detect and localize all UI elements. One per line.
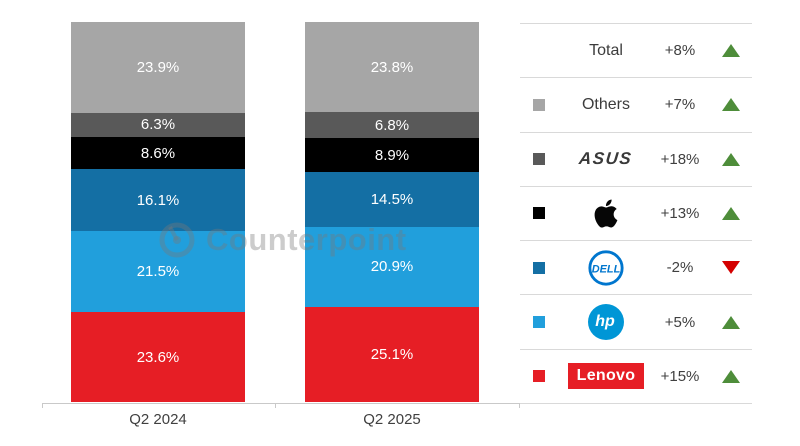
legend-row-hp: hp +5% xyxy=(520,295,752,350)
segment-value-label: 20.9% xyxy=(370,258,414,276)
legend-swatch-cell xyxy=(520,98,562,111)
asus-growth-value: +18% xyxy=(660,150,700,168)
legend-row-lenovo: Lenovo +15% xyxy=(520,350,752,404)
lenovo-color-swatch xyxy=(533,370,545,383)
hp-logo-text: hp xyxy=(595,313,615,331)
legend-row-dell: DELL -2% xyxy=(520,241,752,296)
segment-value-label: 23.8% xyxy=(370,58,414,76)
x-axis-label-q2-2025: Q2 2025 xyxy=(363,411,421,428)
bar-segment-others: 23.9% xyxy=(71,22,245,113)
segment-value-label: 23.9% xyxy=(136,58,180,76)
hp-growth-value: +5% xyxy=(664,313,696,331)
lenovo-logo: Lenovo xyxy=(568,363,644,390)
legend-row-apple: +13% xyxy=(520,187,752,242)
apple-logo-icon xyxy=(594,199,618,228)
legend-row-others: Others +7% xyxy=(520,78,752,133)
bar-segment-asus: 6.8% xyxy=(305,112,479,139)
bar-segment-lenovo: 23.6% xyxy=(71,312,245,402)
legend-trend-cell xyxy=(710,152,752,166)
others-color-swatch xyxy=(533,98,545,111)
legend-logo-cell: DELL xyxy=(562,249,650,287)
stacked-bar-q2-2025: 23.8% 6.8% 8.9% 14.5% 20.9% 25.1% xyxy=(305,22,479,402)
bar-segment-hp: 20.9% xyxy=(305,227,479,307)
segment-value-label: 8.9% xyxy=(374,146,410,164)
legend-logo-cell: Others xyxy=(562,96,650,114)
x-axis-line xyxy=(42,403,519,404)
bar-segment-asus: 6.3% xyxy=(71,112,245,137)
legend-trend-cell xyxy=(710,261,752,275)
others-label: Others xyxy=(581,95,630,113)
legend-row-asus: ASUS +18% xyxy=(520,133,752,187)
asus-logo: ASUS xyxy=(578,149,634,169)
legend-logo-cell: ASUS xyxy=(562,149,650,169)
apple-growth-value: +13% xyxy=(660,204,700,222)
bar-segment-dell: 14.5% xyxy=(305,172,479,228)
bar-segment-apple: 8.6% xyxy=(71,136,245,170)
legend-swatch-cell xyxy=(520,370,562,383)
bar-segment-others: 23.8% xyxy=(305,22,479,113)
legend-logo-cell xyxy=(562,197,650,230)
total-label: Total xyxy=(589,41,623,59)
segment-value-label: 25.1% xyxy=(370,345,414,363)
trend-up-icon xyxy=(722,152,740,166)
legend-swatch-cell xyxy=(520,153,562,166)
lenovo-logo-text: Lenovo xyxy=(576,367,636,385)
trend-down-icon xyxy=(722,261,740,275)
lenovo-growth-value: +15% xyxy=(660,367,700,385)
trend-up-icon xyxy=(722,315,740,329)
stacked-bar-q2-2024: 23.9% 6.3% 8.6% 16.1% 21.5% 23.6% xyxy=(71,22,245,402)
legend-logo-cell: hp xyxy=(562,304,650,341)
x-axis-tick xyxy=(42,403,43,408)
apple-color-swatch xyxy=(533,207,545,220)
segment-value-label: 23.6% xyxy=(136,348,180,366)
bar-segment-lenovo: 25.1% xyxy=(305,306,479,402)
segment-value-label: 16.1% xyxy=(136,191,180,209)
bar-segment-apple: 8.9% xyxy=(305,138,479,173)
x-axis-tick xyxy=(519,403,520,408)
segment-value-label: 6.8% xyxy=(374,116,410,134)
dell-logo-icon: DELL xyxy=(588,250,624,286)
others-growth-value: +7% xyxy=(664,96,696,114)
segment-value-label: 21.5% xyxy=(136,262,180,280)
trend-up-icon xyxy=(722,369,740,383)
legend-trend-cell xyxy=(710,369,752,383)
legend-trend-cell xyxy=(710,206,752,220)
hp-logo-icon: hp xyxy=(588,304,624,341)
legend-row-total: Total +8% xyxy=(520,24,752,79)
hp-color-swatch xyxy=(533,316,545,329)
legend-trend-cell xyxy=(710,98,752,112)
legend-swatch-cell xyxy=(520,261,562,274)
segment-value-label: 14.5% xyxy=(370,191,414,209)
bar-segment-hp: 21.5% xyxy=(71,230,245,313)
legend-swatch-cell xyxy=(520,207,562,220)
x-axis-tick xyxy=(275,403,276,408)
legend-table: Total +8% Others +7% ASUS +18% +13% DELL -2% h… xyxy=(520,23,752,404)
legend-swatch-cell xyxy=(520,316,562,329)
trend-up-icon xyxy=(722,98,740,112)
legend-trend-cell xyxy=(710,44,752,58)
legend-logo-cell: Total xyxy=(562,42,650,60)
legend-trend-cell xyxy=(710,315,752,329)
dell-color-swatch xyxy=(533,261,545,274)
trend-up-icon xyxy=(722,206,740,220)
x-axis-label-q2-2024: Q2 2024 xyxy=(129,411,187,428)
dell-growth-value: -2% xyxy=(666,259,694,277)
bar-segment-dell: 16.1% xyxy=(71,169,245,231)
total-growth-value: +8% xyxy=(664,42,696,60)
svg-text:DELL: DELL xyxy=(592,263,621,275)
asus-color-swatch xyxy=(533,153,545,166)
trend-up-icon xyxy=(722,44,740,58)
legend-logo-cell: Lenovo xyxy=(562,363,650,390)
segment-value-label: 8.6% xyxy=(140,144,176,162)
segment-value-label: 6.3% xyxy=(140,116,176,134)
